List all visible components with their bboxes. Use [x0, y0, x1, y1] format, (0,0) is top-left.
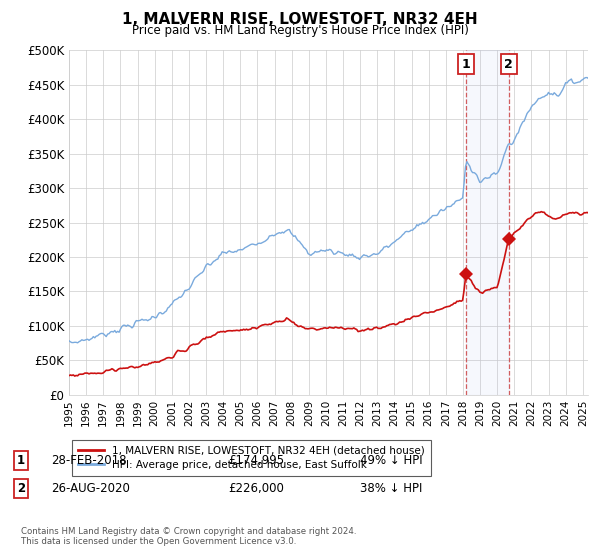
Text: Contains HM Land Registry data © Crown copyright and database right 2024.
This d: Contains HM Land Registry data © Crown c… — [21, 526, 356, 546]
Text: £226,000: £226,000 — [228, 482, 284, 495]
Text: 49% ↓ HPI: 49% ↓ HPI — [360, 454, 422, 467]
Text: 1, MALVERN RISE, LOWESTOFT, NR32 4EH: 1, MALVERN RISE, LOWESTOFT, NR32 4EH — [122, 12, 478, 27]
Text: 28-FEB-2018: 28-FEB-2018 — [51, 454, 127, 467]
Bar — [466, 50, 509, 395]
Text: 1: 1 — [17, 454, 25, 467]
Legend: 1, MALVERN RISE, LOWESTOFT, NR32 4EH (detached house), HPI: Average price, detac: 1, MALVERN RISE, LOWESTOFT, NR32 4EH (de… — [71, 440, 431, 477]
Text: 2: 2 — [17, 482, 25, 495]
Text: 26-AUG-2020: 26-AUG-2020 — [51, 482, 130, 495]
Text: £174,995: £174,995 — [228, 454, 284, 467]
Text: 1: 1 — [461, 58, 470, 71]
Text: 2: 2 — [505, 58, 513, 71]
Text: 38% ↓ HPI: 38% ↓ HPI — [360, 482, 422, 495]
Text: Price paid vs. HM Land Registry's House Price Index (HPI): Price paid vs. HM Land Registry's House … — [131, 24, 469, 36]
